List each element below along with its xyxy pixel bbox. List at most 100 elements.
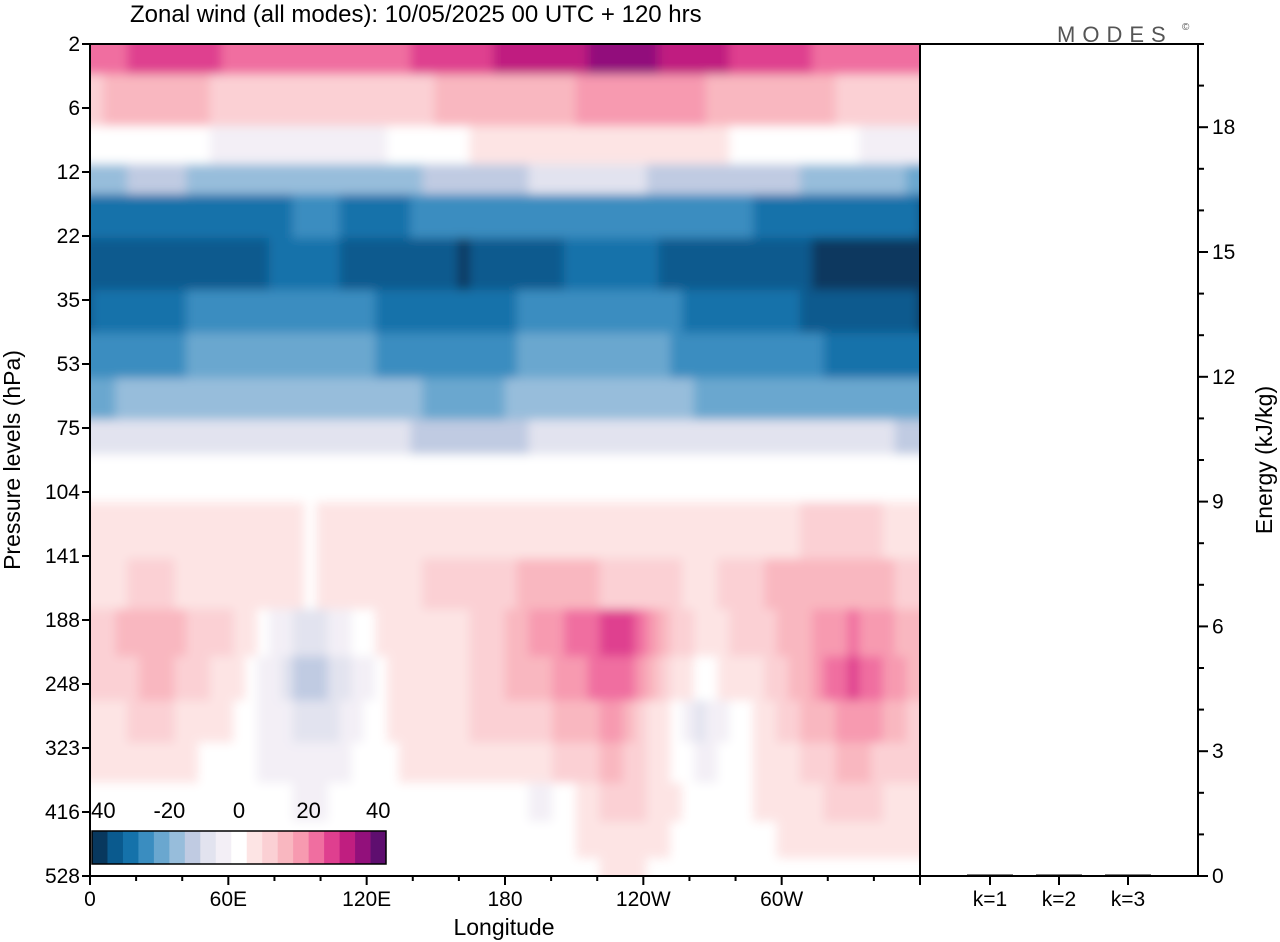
heatmap-cell <box>575 700 589 744</box>
heatmap-cell <box>198 125 212 166</box>
heatmap-cell <box>434 164 448 196</box>
heatmap-cell <box>410 74 424 127</box>
heatmap-cell <box>445 238 459 291</box>
heatmap-cell <box>705 289 719 334</box>
heatmap-cell <box>693 858 707 876</box>
heatmap-cell <box>859 609 873 658</box>
heatmap-cell <box>375 558 389 611</box>
heatmap-cell <box>481 74 495 127</box>
heatmap-cell <box>575 609 589 658</box>
heatmap-cell <box>634 454 648 504</box>
heatmap-cell <box>386 378 400 421</box>
chart-title: Zonal wind (all modes): 10/05/2025 00 UT… <box>130 1 702 28</box>
heatmap-cell <box>186 378 200 421</box>
heatmap-cell <box>457 558 471 611</box>
heatmap-cell <box>835 164 849 196</box>
heatmap-cell <box>150 378 164 421</box>
heatmap-cell <box>316 378 330 421</box>
heatmap-cell <box>280 558 294 611</box>
heatmap-cell <box>316 782 330 823</box>
heatmap-cell <box>150 656 164 702</box>
heatmap-cell <box>729 609 743 658</box>
heatmap-cell <box>434 44 448 76</box>
heatmap-cell <box>90 44 94 76</box>
heatmap-cell <box>257 419 271 456</box>
heatmap-cell <box>847 44 861 76</box>
heatmap-cell <box>469 332 483 380</box>
heatmap-cell <box>540 782 554 823</box>
heatmap-cell <box>493 378 507 421</box>
heatmap-cell <box>870 782 884 823</box>
heatmap-cell <box>634 419 648 456</box>
heatmap-cell <box>658 656 672 702</box>
heatmap-cell <box>599 821 613 860</box>
heatmap-cell <box>103 164 117 196</box>
heatmap-cell <box>729 378 743 421</box>
heatmap-cell <box>363 164 377 196</box>
heatmap-cell <box>351 74 365 127</box>
heatmap-cell <box>587 742 601 784</box>
heatmap-cell <box>162 74 176 127</box>
heatmap-cell <box>257 378 271 421</box>
heatmap-cell <box>705 74 719 127</box>
heatmap-cell <box>91 454 105 504</box>
heatmap-cell <box>776 656 790 702</box>
heatmap-cell <box>91 700 105 744</box>
heatmap-cell <box>292 502 306 560</box>
heatmap-cell <box>398 742 412 784</box>
heatmap-cell <box>835 419 849 456</box>
heatmap-cell <box>457 858 471 876</box>
heatmap-cell <box>847 125 861 166</box>
heatmap-cell <box>209 742 223 784</box>
colorbar-swatch <box>246 831 263 864</box>
heatmap-cell <box>823 289 837 334</box>
heatmap-cell <box>693 502 707 560</box>
heatmap-cell <box>316 419 330 456</box>
heatmap-cell <box>906 378 920 421</box>
heatmap-cell <box>469 164 483 196</box>
heatmap-cell <box>741 378 755 421</box>
heatmap-cell <box>150 164 164 196</box>
heatmap-cell <box>906 782 920 823</box>
heatmap-cell <box>741 125 755 166</box>
heatmap-cell <box>127 332 141 380</box>
heatmap-cell <box>587 858 601 876</box>
heatmap-cell <box>162 164 176 196</box>
heatmap-cell <box>859 656 873 702</box>
heatmap-field <box>90 44 920 876</box>
heatmap-cell <box>528 742 542 784</box>
heatmap-cell <box>552 782 566 823</box>
heatmap-cell <box>292 378 306 421</box>
heatmap-cell <box>422 44 436 76</box>
heatmap-cell <box>729 74 743 127</box>
heatmap-cell <box>327 454 341 504</box>
colorbar-swatch <box>122 831 139 864</box>
heatmap-cell <box>316 700 330 744</box>
heatmap-cell <box>670 858 684 876</box>
heatmap-cell <box>894 74 908 127</box>
heatmap-cell <box>280 454 294 504</box>
heatmap-cell <box>894 378 908 421</box>
heatmap-cell <box>646 502 660 560</box>
heatmap-cell <box>410 782 424 823</box>
heatmap-cell <box>670 44 684 76</box>
heatmap-cell <box>859 454 873 504</box>
heatmap-cell <box>693 74 707 127</box>
heatmap-cell <box>280 194 294 240</box>
heatmap-cell <box>292 238 306 291</box>
heatmap-cell <box>174 378 188 421</box>
energy-tick-label: 6 <box>1212 615 1224 638</box>
heatmap-cell <box>245 782 259 823</box>
heatmap-cell <box>552 858 566 876</box>
heatmap-cell <box>481 782 495 823</box>
heatmap-cell <box>611 194 625 240</box>
heatmap-cell <box>516 858 530 876</box>
heatmap-cell <box>198 74 212 127</box>
heatmap-cell <box>682 742 696 784</box>
heatmap-cell <box>422 164 436 196</box>
heatmap-cell <box>658 858 672 876</box>
heatmap-cell <box>304 332 318 380</box>
heatmap-cell <box>800 609 814 658</box>
heatmap-cell <box>705 332 719 380</box>
heatmap-cell <box>693 332 707 380</box>
